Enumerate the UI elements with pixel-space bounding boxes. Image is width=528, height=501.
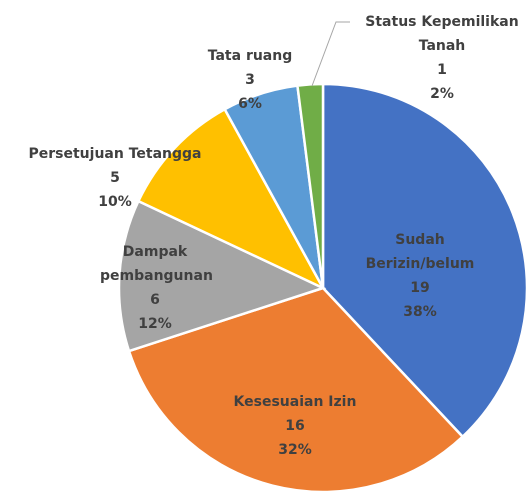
pie-slice xyxy=(296,82,325,289)
category-label: Tata ruang xyxy=(207,48,293,64)
value-label: 16 xyxy=(285,418,305,434)
percent-label: 2% xyxy=(430,86,454,102)
value-label: 1 xyxy=(437,62,447,78)
slice-label: Kesesuaian Izin 16 32% xyxy=(195,390,395,462)
slice-label: Dampak pembangunan 6 12% xyxy=(100,240,213,336)
percent-label: 32% xyxy=(278,442,312,458)
category-label: Status Kepemilikan Tanah xyxy=(365,14,519,54)
leader-line xyxy=(311,21,350,87)
slice-label: Persetujuan Tetangga 5 10% xyxy=(5,142,225,214)
percent-label: 38% xyxy=(403,304,437,320)
percent-label: 12% xyxy=(138,316,172,332)
percent-label: 10% xyxy=(98,194,132,210)
category-label: Persetujuan Tetangga xyxy=(28,146,202,162)
slice-label: Sudah Berizin/belum 19 38% xyxy=(360,228,480,324)
slice-label: Tata ruang 3 6% xyxy=(190,44,310,116)
pie-slice xyxy=(136,107,326,291)
category-label: Dampak pembangunan xyxy=(100,244,213,284)
category-label: Sudah Berizin/belum xyxy=(365,232,475,272)
pie-slice xyxy=(117,199,327,353)
value-label: 5 xyxy=(110,170,120,186)
value-label: 19 xyxy=(410,280,430,296)
value-label: 3 xyxy=(245,72,255,88)
value-label: 6 xyxy=(150,292,160,308)
category-label: Kesesuaian Izin xyxy=(233,394,357,410)
slice-label: Status Kepemilikan Tanah 1 2% xyxy=(352,10,528,106)
pie-slice xyxy=(321,82,528,439)
pie-slice xyxy=(127,286,465,494)
percent-label: 6% xyxy=(238,96,262,112)
